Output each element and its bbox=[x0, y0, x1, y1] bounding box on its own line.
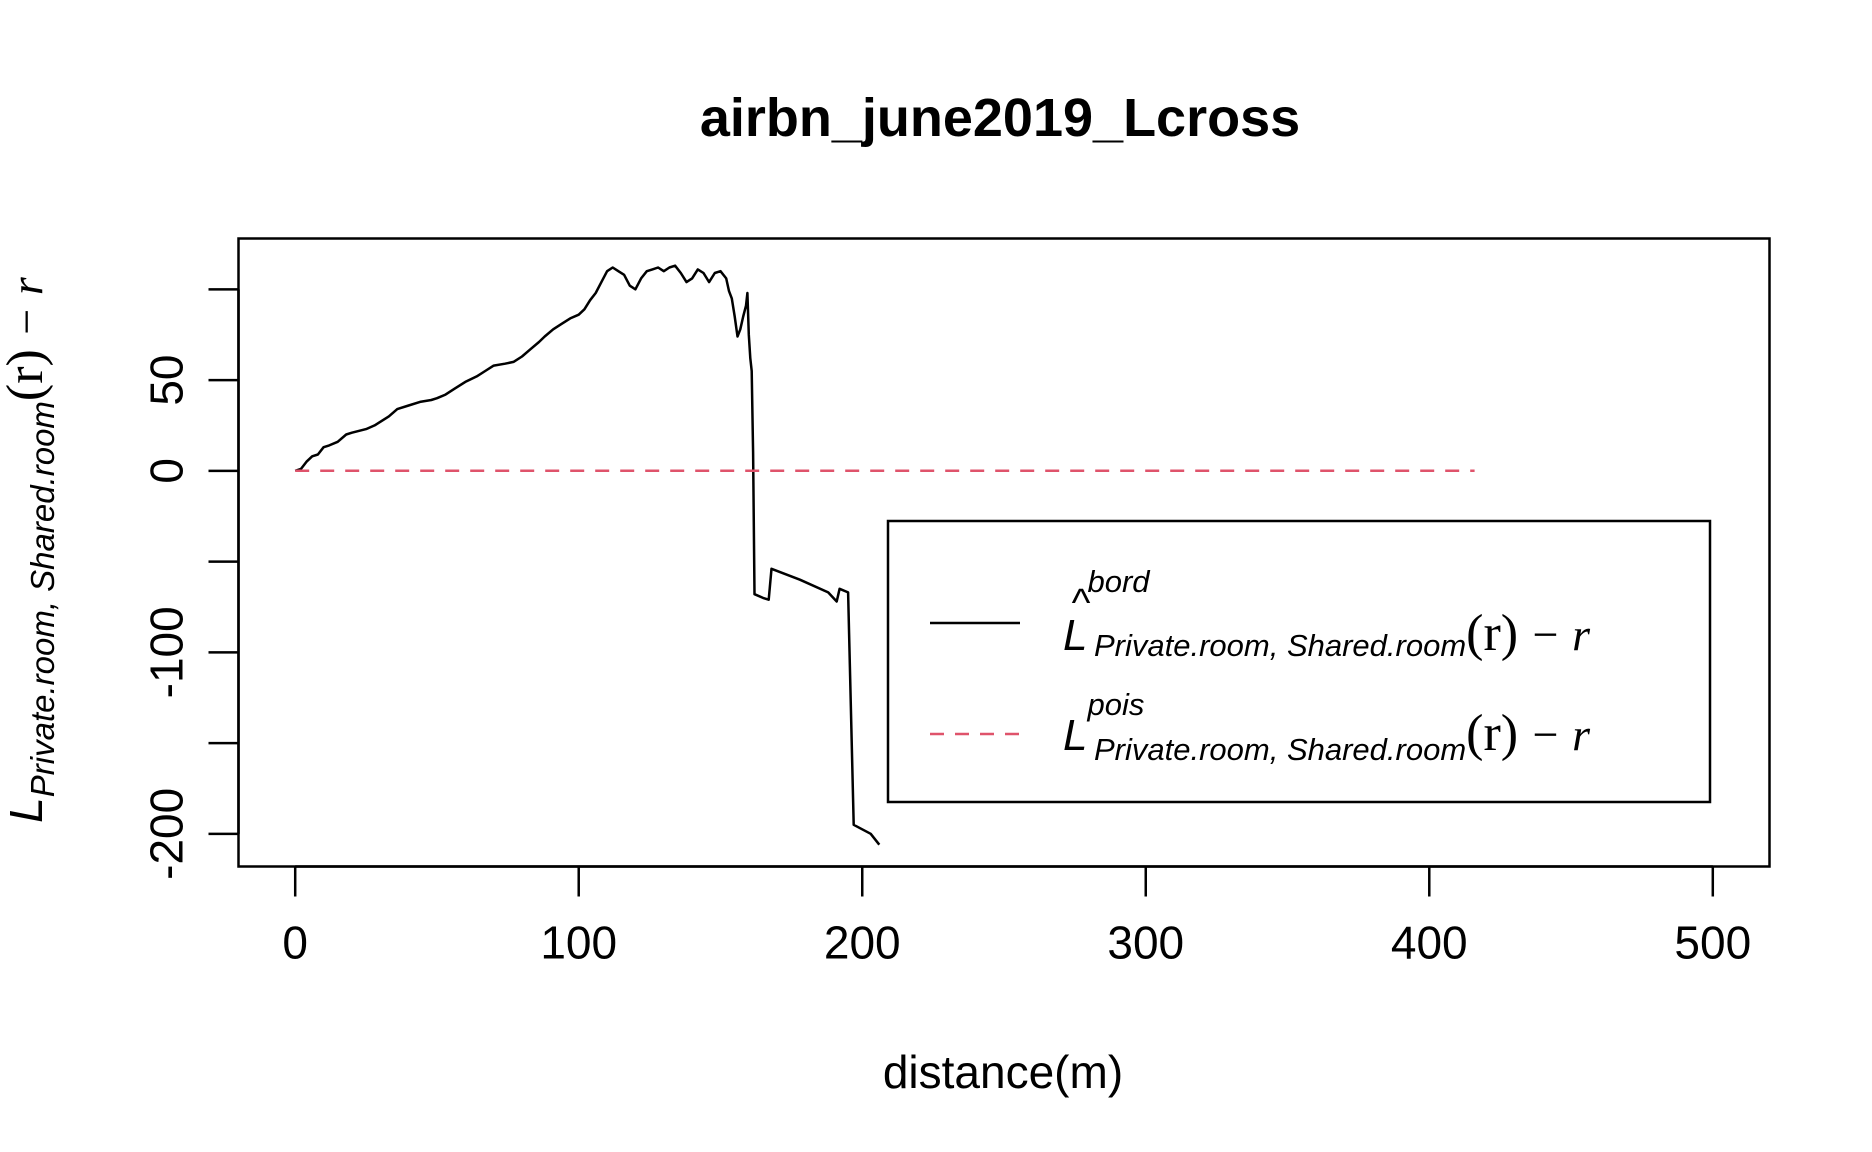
y-axis-label-argument: (r) bbox=[0, 349, 54, 401]
y-tick-label: -100 bbox=[141, 606, 193, 698]
legend-bord-main: L bbox=[1063, 611, 1087, 660]
y-tick-label: -200 bbox=[141, 788, 193, 880]
series-layer bbox=[294, 264, 1475, 846]
x-tick-label: 300 bbox=[1107, 917, 1184, 969]
legend: ^ Lbord Private.room, Shared.room(r) − r … bbox=[886, 519, 1712, 804]
legend-pois-argument: (r) bbox=[1466, 705, 1518, 762]
y-tick-label: 50 bbox=[141, 354, 193, 405]
legend-bord-subscript: Private.room, Shared.room bbox=[1094, 628, 1466, 663]
x-axis: 0 100 200 300 400 500 bbox=[282, 865, 1751, 969]
y-tick-label: 0 bbox=[141, 458, 193, 484]
y-axis: -200 -100 0 50 bbox=[141, 288, 240, 880]
x-axis-label: distance(m) bbox=[883, 1046, 1123, 1098]
legend-bord-superscript: bord bbox=[1087, 564, 1151, 599]
y-axis-label-subscript: Private.room, Shared.room bbox=[24, 401, 61, 797]
x-tick-label: 100 bbox=[540, 917, 617, 969]
legend-box bbox=[886, 519, 1712, 804]
legend-pois-tail: − r bbox=[1518, 709, 1591, 760]
x-tick-label: 0 bbox=[282, 917, 308, 969]
y-axis-label-main: L bbox=[0, 797, 52, 823]
legend-label-bord: Lbord Private.room, Shared.room(r) − r bbox=[1063, 564, 1591, 663]
chart-title: airbn_june2019_Lcross bbox=[700, 88, 1300, 148]
x-tick-label: 400 bbox=[1391, 917, 1468, 969]
legend-hat-bord: ^ bbox=[1072, 581, 1091, 625]
y-axis-label: LPrivate.room, Shared.room(r) − r bbox=[0, 276, 61, 823]
legend-label-pois: Lpois Private.room, Shared.room(r) − r bbox=[1063, 687, 1591, 767]
legend-pois-subscript: Private.room, Shared.room bbox=[1094, 732, 1466, 767]
x-tick-label: 500 bbox=[1674, 917, 1751, 969]
legend-pois-superscript: pois bbox=[1086, 687, 1144, 722]
legend-bord-argument: (r) bbox=[1466, 605, 1518, 662]
legend-pois-main: L bbox=[1063, 711, 1087, 760]
legend-bord-tail: − r bbox=[1518, 609, 1591, 660]
series-line-bord bbox=[294, 264, 881, 846]
x-tick-label: 200 bbox=[824, 917, 901, 969]
y-axis-label-tail: − r bbox=[1, 276, 52, 349]
